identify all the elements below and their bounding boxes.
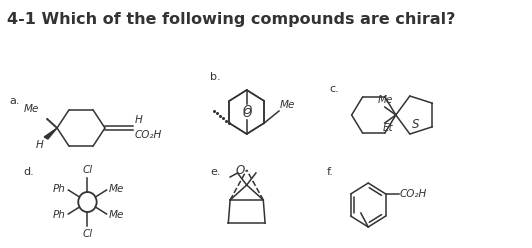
Text: a.: a.: [9, 96, 20, 106]
Text: O: O: [236, 163, 245, 177]
Text: Me: Me: [109, 211, 124, 220]
Text: Ph: Ph: [53, 211, 66, 220]
Polygon shape: [44, 128, 57, 139]
Text: f.: f.: [327, 167, 334, 177]
Text: O: O: [242, 107, 251, 120]
Text: H: H: [36, 140, 43, 150]
Text: O: O: [242, 104, 251, 117]
Text: S: S: [412, 118, 419, 131]
Text: Me: Me: [280, 100, 295, 110]
Text: Cl: Cl: [82, 165, 93, 175]
Text: Cl: Cl: [82, 229, 93, 239]
Text: CO₂H: CO₂H: [135, 130, 162, 140]
Text: c.: c.: [329, 84, 339, 94]
Text: Me: Me: [378, 95, 393, 105]
Text: b.: b.: [210, 72, 220, 82]
Text: d.: d.: [23, 167, 34, 177]
Text: H: H: [135, 115, 142, 125]
Text: e.: e.: [210, 167, 220, 177]
Text: Ph: Ph: [53, 184, 66, 193]
Text: Me: Me: [109, 184, 124, 193]
Text: Et: Et: [383, 123, 393, 133]
Text: Me: Me: [24, 104, 39, 114]
Text: CO₂H: CO₂H: [400, 189, 427, 199]
Text: 4-1 Which of the following compounds are chiral?: 4-1 Which of the following compounds are…: [7, 12, 456, 27]
